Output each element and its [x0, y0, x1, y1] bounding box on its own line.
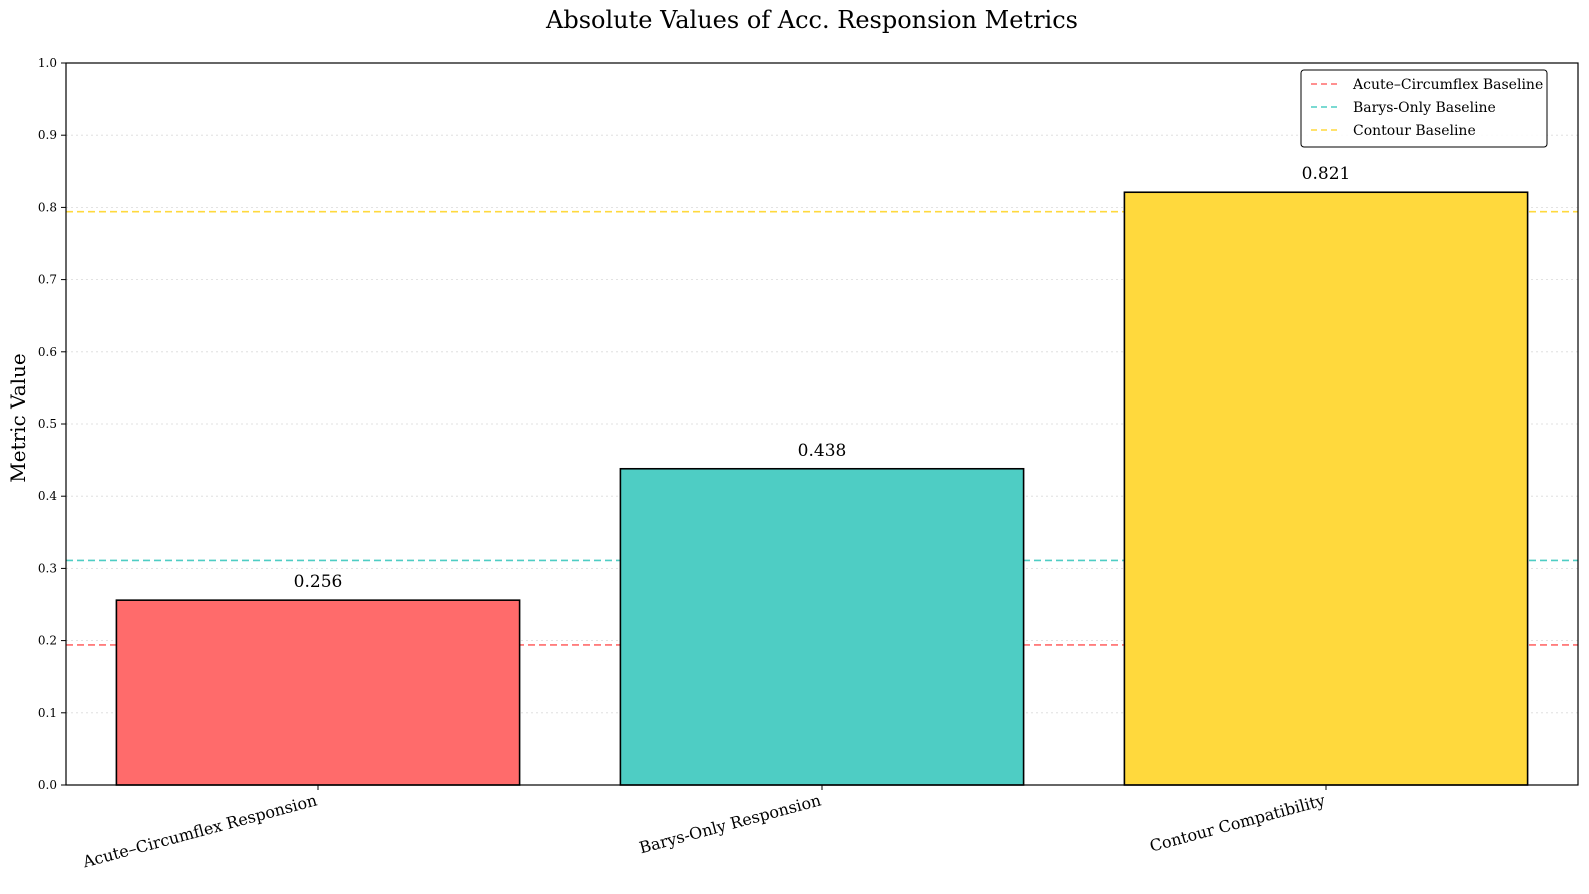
y-tick-label: 0.2: [38, 634, 57, 648]
legend-label: Contour Baseline: [1353, 123, 1476, 139]
y-tick-label: 0.8: [38, 200, 57, 214]
y-tick-label: 0.4: [38, 489, 57, 503]
y-tick-label: 0.5: [38, 417, 57, 431]
bar-value-label: 0.438: [798, 441, 847, 461]
chart-title: Absolute Values of Acc. Responsion Metri…: [545, 6, 1078, 34]
y-tick-label: 0.7: [38, 273, 57, 287]
bar-value-label: 0.256: [294, 572, 343, 592]
bar: [619, 467, 1025, 786]
value-labels: 0.256 0.438 0.821: [294, 164, 1351, 592]
x-tick-label: Contour Compatibility: [1148, 791, 1327, 856]
y-tick-label: 0.0: [38, 778, 57, 792]
legend-label: Barys-Only Baseline: [1353, 100, 1496, 116]
bar: [115, 599, 521, 786]
y-tick-label: 0.3: [38, 561, 57, 575]
bars: [115, 191, 1529, 786]
y-tick-label: 1.0: [38, 56, 57, 70]
legend: Acute–Circumflex Baseline Barys-Only Base…: [1300, 69, 1548, 148]
legend-box: [1300, 69, 1548, 148]
bar: [1123, 191, 1529, 786]
y-tick-label: 0.1: [38, 706, 57, 720]
y-tick-label: 0.6: [38, 345, 57, 359]
x-axis-ticks: Acute–Circumflex Responsion Barys-Only Re…: [80, 785, 1327, 872]
x-tick-label: Barys-Only Responsion: [637, 791, 823, 858]
bar-value-label: 0.821: [1302, 164, 1351, 184]
x-tick-label: Acute–Circumflex Responsion: [80, 791, 319, 872]
y-tick-label: 0.9: [38, 128, 57, 142]
y-axis-ticks: 0.0 0.1 0.2 0.3 0.4 0.5 0.6 0.7 0.8 0.9 1.0: [38, 56, 66, 792]
legend-label: Acute–Circumflex Baseline: [1352, 77, 1543, 93]
y-axis-label: Metric Value: [6, 353, 30, 483]
